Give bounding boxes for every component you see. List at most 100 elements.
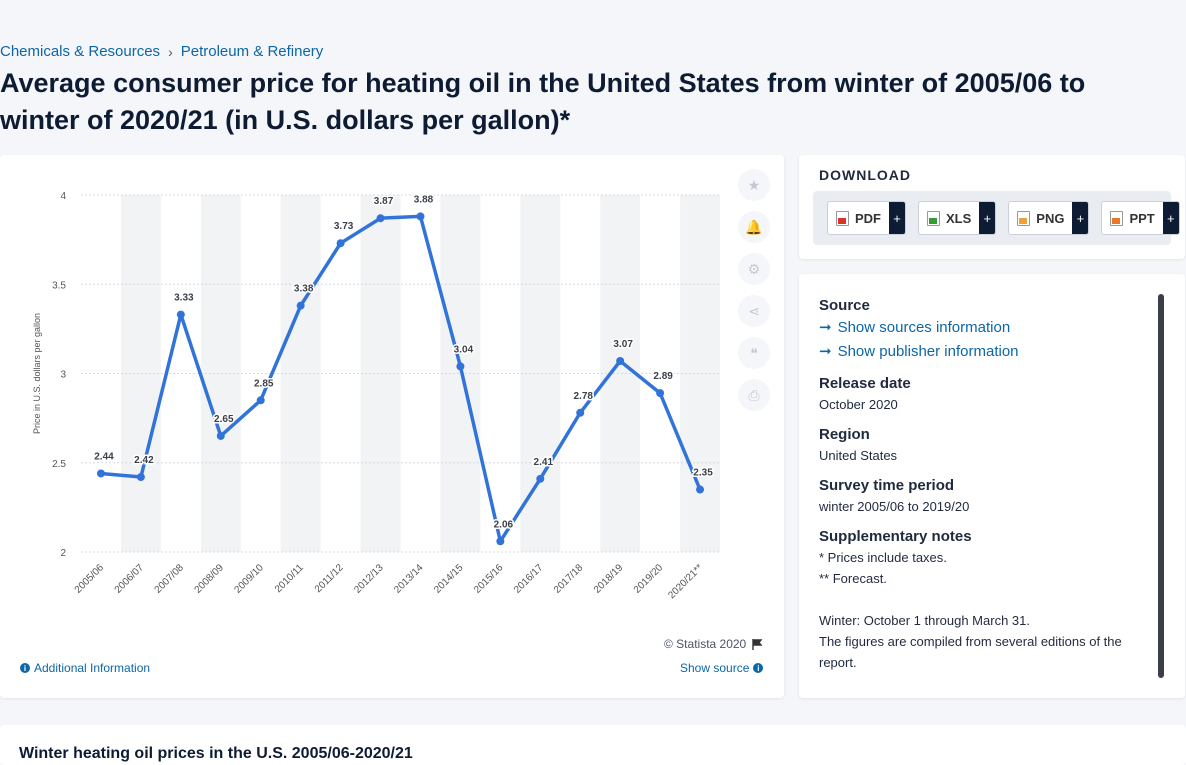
data-point (696, 485, 705, 494)
data-label: 2.42 (134, 455, 154, 466)
data-label: 3.87 (374, 196, 394, 207)
plus-icon: + (889, 202, 905, 234)
data-label: 3.07 (613, 339, 633, 350)
copyright-notice: © Statista 2020 (664, 637, 763, 651)
data-label: 2.85 (254, 378, 274, 389)
download-png-button[interactable]: PNG + (1008, 201, 1090, 235)
region-heading: Region (819, 426, 870, 443)
show-publisher-label: Show publisher information (837, 343, 1019, 360)
show-source-label: Show source (680, 661, 750, 675)
show-source-link[interactable]: Show source i (680, 661, 764, 675)
line-chart: 2 2.5 3 3.5 4 Price in U.S. dollars per gallo… (32, 191, 720, 601)
x-tick-label: 2017/18 (552, 562, 586, 596)
data-point (376, 214, 385, 223)
survey-period-value: winter 2005/06 to 2019/20 (819, 499, 970, 514)
x-tick-label: 2018/19 (592, 562, 626, 596)
plus-icon: + (1072, 202, 1089, 234)
data-label: 2.35 (693, 468, 713, 479)
release-date-heading: Release date (819, 375, 911, 392)
data-point (296, 301, 305, 310)
footer-title: Winter heating oil prices in the U.S. 20… (19, 745, 413, 762)
data-label: 2.06 (494, 519, 514, 530)
additional-information-label: Additional Information (34, 661, 151, 675)
x-tick-label: 2007/08 (153, 562, 187, 596)
png-file-icon (1017, 210, 1031, 226)
show-publisher-link[interactable]: ➞ Show publisher information (819, 340, 1149, 364)
data-label: 3.73 (334, 221, 354, 232)
info-icon: i (20, 663, 30, 673)
download-buttons: PDF + XLS + PNG + PPT + (813, 191, 1180, 245)
footer-section: Winter heating oil prices in the U.S. 20… (0, 725, 1186, 765)
note-winter-definition: Winter: October 1 through March 31. (819, 613, 1030, 628)
share-icon[interactable]: ⋖ (738, 295, 770, 327)
plus-icon: + (979, 202, 996, 234)
copyright-text: © Statista 2020 (664, 637, 747, 651)
data-point (96, 469, 105, 478)
series-line (100, 214, 702, 544)
data-point (536, 474, 545, 483)
data-point (496, 537, 505, 546)
details-scrollbar[interactable] (1158, 294, 1164, 678)
x-tick-label: 2020/21** (666, 562, 705, 601)
download-panel: DOWNLOAD PDF + XLS + PNG + PPT + (799, 155, 1185, 259)
png-label: PNG (1036, 210, 1065, 226)
pdf-file-icon (836, 210, 849, 226)
note-forecast: ** Forecast. (819, 571, 887, 586)
breadcrumb-separator: › (168, 43, 173, 60)
breadcrumb-petroleum-link[interactable]: Petroleum & Refinery (180, 43, 324, 60)
data-label: 2.65 (214, 414, 234, 425)
bell-icon[interactable]: 🔔 (738, 211, 770, 243)
additional-information-link[interactable]: i Additional Information (20, 661, 150, 675)
x-tick-label: 2015/16 (472, 562, 506, 596)
note-taxes: * Prices include taxes. (819, 550, 947, 565)
y-tick-label: 2 (60, 548, 66, 559)
data-label: 3.88 (414, 194, 434, 205)
supplementary-notes-heading: Supplementary notes (819, 528, 972, 545)
x-tick-label: 2016/17 (512, 562, 546, 596)
data-label: 3.38 (294, 284, 314, 295)
details-content: Source ➞ Show sources information ➞ Show p… (819, 296, 1149, 678)
show-sources-label: Show sources information (837, 319, 1011, 336)
details-panel: Source ➞ Show sources information ➞ Show p… (799, 274, 1185, 698)
arrow-right-icon: ➞ (819, 343, 832, 360)
gear-icon[interactable]: ⚙ (738, 253, 770, 285)
plus-icon: + (1162, 202, 1179, 234)
x-tick-label: 2005/06 (73, 562, 107, 596)
print-icon[interactable]: ⎙ (738, 379, 770, 411)
download-pdf-button[interactable]: PDF + (827, 201, 906, 235)
chart-tools: ★ 🔔 ⚙ ⋖ ❝ ⎙ (738, 169, 770, 411)
x-tick-label: 2006/07 (113, 562, 147, 596)
pdf-label: PDF (855, 210, 881, 226)
data-point (616, 357, 625, 366)
data-label: 3.04 (454, 344, 474, 355)
y-tick-label: 2.5 (52, 459, 66, 470)
arrow-right-icon: ➞ (819, 319, 832, 336)
ppt-label: PPT (1129, 210, 1155, 226)
x-tick-label: 2008/09 (193, 562, 227, 596)
data-point (656, 389, 665, 398)
info-icon: i (753, 663, 764, 673)
data-label: 2.78 (573, 391, 593, 402)
flag-icon[interactable] (752, 638, 763, 650)
show-sources-link[interactable]: ➞ Show sources information (819, 316, 1149, 340)
region-value: United States (819, 448, 898, 463)
quote-icon[interactable]: ❝ (738, 337, 770, 369)
star-icon[interactable]: ★ (738, 169, 770, 201)
download-xls-button[interactable]: XLS + (918, 201, 997, 235)
download-title: DOWNLOAD (819, 167, 911, 183)
data-label: 2.89 (653, 371, 673, 382)
y-tick-label: 3.5 (52, 280, 66, 291)
xls-file-icon (927, 210, 940, 226)
source-heading: Source (819, 297, 870, 314)
data-point (256, 396, 265, 405)
x-tick-label: 2009/10 (232, 562, 266, 596)
note-compiled: The figures are compiled from several ed… (819, 634, 1122, 670)
data-point (216, 431, 225, 440)
y-tick-label: 3 (60, 370, 66, 381)
x-tick-label: 2010/11 (273, 562, 306, 595)
survey-period-heading: Survey time period (819, 477, 955, 494)
data-point (416, 212, 425, 221)
download-ppt-button[interactable]: PPT + (1101, 201, 1180, 235)
y-tick-label: 4 (60, 191, 66, 202)
breadcrumb-chemicals-link[interactable]: Chemicals & Resources (0, 43, 161, 60)
